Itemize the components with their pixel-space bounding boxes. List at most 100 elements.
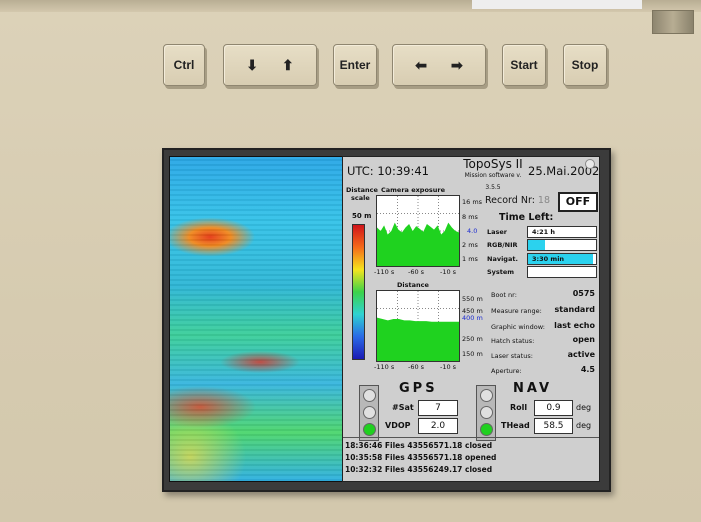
time-left-bar-laser: 4:21 h: [527, 226, 597, 238]
log-line: 18:36:46 Files 43556571.18 closed: [345, 441, 493, 450]
top-white-strip: [472, 0, 642, 9]
distance-chart: [376, 290, 460, 362]
app-title: TopoSys II Mission software v. 3.5.5: [457, 158, 529, 194]
start-key-label: Start: [510, 58, 538, 72]
record-number: Record Nr: 18: [485, 195, 550, 206]
record-value: 18: [537, 195, 551, 206]
cam-xtick-0: -110 s: [374, 268, 395, 276]
dist-tick-3: 250 m: [462, 335, 483, 343]
color-scale-bar: [352, 224, 365, 360]
time-left-bar-nav: 3:30 min: [527, 253, 597, 265]
gps-sat-label: #Sat: [392, 403, 414, 412]
scale-title-1: Distance: [346, 186, 378, 194]
dist-tick-0: 550 m: [462, 295, 483, 303]
gps-vdop-label: VDOP: [385, 421, 411, 430]
distance-title: Distance: [397, 281, 429, 289]
app-name: TopoSys II: [463, 157, 523, 171]
cam-tick-4: 1 ms: [462, 255, 478, 263]
time-left-label-rgb: RGB/NIR: [487, 241, 518, 249]
bar-text: 4:21 h: [532, 228, 556, 236]
nav-status-light: [476, 385, 496, 441]
time-left-label-system: System: [487, 268, 515, 276]
lamp-off-icon: [363, 406, 376, 419]
info-value-boot: 0575: [572, 289, 595, 298]
nav-roll-unit: deg: [576, 403, 592, 412]
status-led-icon: [585, 159, 595, 169]
cam-tick-3: 2 ms: [462, 241, 478, 249]
nav-roll-field: 0.9: [534, 400, 573, 416]
nav-head-label: THead: [501, 421, 530, 430]
lamp-off-icon: [480, 406, 493, 419]
info-value-aperture: 4.5: [580, 365, 595, 374]
chart-area: [377, 222, 459, 266]
up-down-key[interactable]: ⬇ ⬆: [223, 44, 317, 86]
time-left-bar-rgb: [527, 239, 597, 251]
time-left-title: Time Left:: [499, 212, 554, 223]
info-value-laser: active: [567, 350, 595, 359]
cam-xtick-2: -10 s: [440, 268, 457, 276]
nav-roll-label: Roll: [510, 403, 528, 412]
ctrl-key[interactable]: Ctrl: [163, 44, 205, 86]
info-value-graphic: last echo: [554, 321, 595, 330]
camera-title: Camera exposure: [381, 186, 446, 194]
cam-xtick-1: -60 s: [408, 268, 425, 276]
dist-xtick-1: -60 s: [408, 363, 425, 371]
lamp-green-icon: [363, 423, 376, 436]
info-label-graphic: Graphic window:: [491, 323, 545, 331]
bar-text: 3:30 min: [532, 255, 565, 263]
gps-vdop-field: 2.0: [418, 418, 458, 434]
time-left-bar-system: [527, 266, 597, 278]
time-left-label-laser: Laser: [487, 228, 508, 236]
lamp-green-icon: [480, 423, 493, 436]
dist-tick-1: 450 m: [462, 307, 483, 315]
gps-sat-field: 7: [418, 400, 458, 416]
bar-fill: [528, 240, 545, 250]
log-line: 10:35:58 Files 43556571.18 opened: [345, 453, 497, 462]
app-version: Mission software v. 3.5.5: [464, 172, 522, 191]
info-label-aperture: Aperture:: [491, 367, 522, 375]
enter-key-label: Enter: [339, 58, 371, 72]
ctrl-key-label: Ctrl: [173, 58, 195, 72]
time-left-label-nav: Navigat.: [487, 255, 518, 263]
dist-tick-2: 400 m: [462, 314, 483, 322]
arrow-left-icon: ⬅: [415, 56, 427, 73]
dist-tick-4: 150 m: [462, 350, 483, 358]
info-label-range: Measure range:: [491, 307, 542, 315]
cam-tick-2: 4.0: [467, 227, 478, 235]
arrow-down-icon: ⬇: [246, 56, 258, 73]
scale-title-2: scale: [351, 194, 370, 202]
record-label: Record Nr:: [485, 195, 535, 206]
enter-key[interactable]: Enter: [333, 44, 377, 86]
cam-tick-1: 8 ms: [462, 213, 478, 221]
bar-fill: [528, 254, 593, 264]
dist-xtick-0: -110 s: [374, 363, 395, 371]
camera-exposure-chart: [376, 195, 460, 267]
top-right-block: [652, 10, 694, 34]
arrow-up-icon: ⬆: [282, 56, 294, 73]
info-label-laser: Laser status:: [491, 352, 533, 360]
info-value-hatch: open: [572, 335, 595, 344]
arrow-right-icon: ➡: [451, 56, 463, 73]
log-line: 10:32:32 Files 43556249.17 closed: [345, 465, 493, 474]
gps-title: GPS: [399, 381, 438, 396]
dist-xtick-2: -10 s: [440, 363, 457, 371]
mission-panel: UTC: 10:39:41 TopoSys II Mission softwar…: [342, 156, 600, 482]
nav-head-unit: deg: [576, 421, 592, 430]
log-separator: [343, 437, 599, 438]
left-right-key[interactable]: ⬅ ➡: [392, 44, 486, 86]
chart-area: [377, 317, 459, 361]
info-label-boot: Boot nr:: [491, 291, 517, 299]
info-value-range: standard: [554, 305, 595, 314]
stop-key[interactable]: Stop: [563, 44, 607, 86]
utc-clock: UTC: 10:39:41: [347, 164, 429, 178]
stop-key-label: Stop: [571, 58, 599, 72]
lamp-off-icon: [480, 389, 493, 402]
record-state-badge: OFF: [558, 192, 598, 212]
laser-scan-image: [169, 156, 344, 482]
start-key[interactable]: Start: [502, 44, 546, 86]
date-display: 25.Mai.2002: [528, 164, 600, 178]
scale-value: 50 m: [352, 212, 372, 220]
lamp-off-icon: [363, 389, 376, 402]
cam-tick-0: 16 ms: [462, 198, 483, 206]
nav-head-field: 58.5: [534, 418, 573, 434]
